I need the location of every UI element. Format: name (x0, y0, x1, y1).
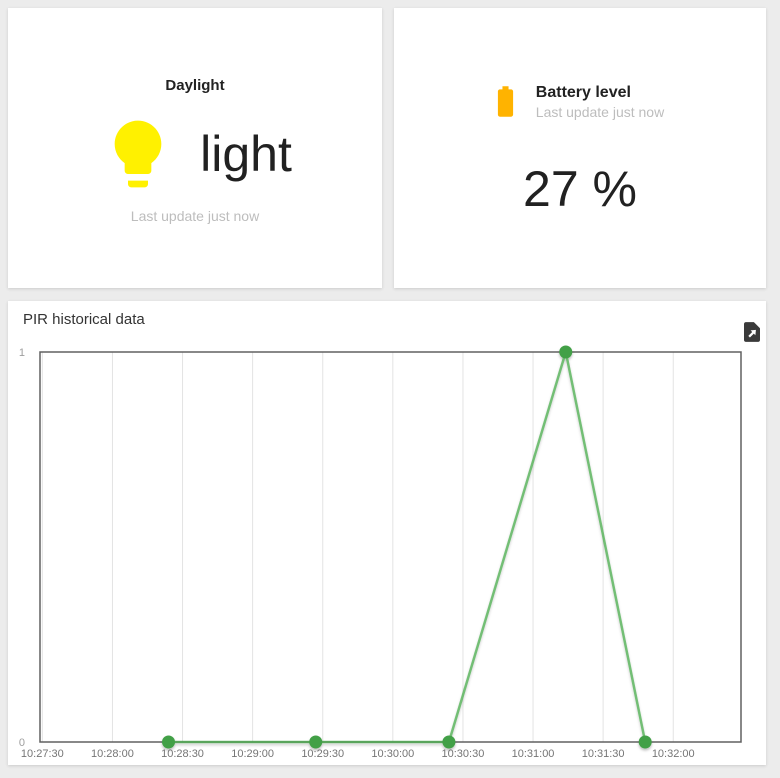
pir-chart-title: PIR historical data (23, 311, 145, 328)
battery-icon (496, 86, 515, 117)
svg-text:10:28:00: 10:28:00 (91, 748, 134, 760)
battery-card: Battery level Last update just now 27 % (394, 8, 766, 288)
svg-text:10:30:00: 10:30:00 (371, 748, 414, 760)
daylight-last-update: Last update just now (130, 208, 260, 224)
pir-chart-card: PIR historical data 10:27:30 10:28:00 10:2… (8, 301, 766, 765)
daylight-value: light (200, 126, 292, 182)
export-chart-button[interactable] (740, 319, 764, 345)
svg-text:10:30:30: 10:30:30 (442, 748, 485, 760)
battery-text-block: Battery level Last update just now (536, 84, 664, 120)
svg-text:10:27:30: 10:27:30 (21, 748, 64, 760)
svg-text:10:28:30: 10:28:30 (161, 748, 204, 760)
svg-text:10:29:30: 10:29:30 (301, 748, 344, 760)
export-file-icon (744, 322, 760, 342)
svg-text:10:29:00: 10:29:00 (231, 748, 274, 760)
svg-text:10:31:30: 10:31:30 (582, 748, 625, 760)
svg-text:1: 1 (19, 347, 25, 359)
svg-text:10:31:00: 10:31:00 (512, 748, 555, 760)
battery-title: Battery level (535, 84, 631, 101)
pir-chart: 10:27:30 10:28:00 10:28:30 10:29:00 10:29:30… (19, 345, 742, 760)
battery-value: 27 % (523, 161, 637, 217)
battery-last-update: Last update just now (535, 104, 665, 121)
lightbulb-icon (98, 114, 178, 194)
battery-header: Battery level Last update just now (394, 84, 766, 120)
svg-text:10:32:00: 10:32:00 (652, 748, 695, 760)
svg-text:0: 0 (19, 737, 25, 749)
daylight-value-row: light (8, 112, 382, 196)
daylight-card: Daylight light Last update just now (8, 8, 382, 288)
daylight-card-title: Daylight (165, 77, 225, 94)
